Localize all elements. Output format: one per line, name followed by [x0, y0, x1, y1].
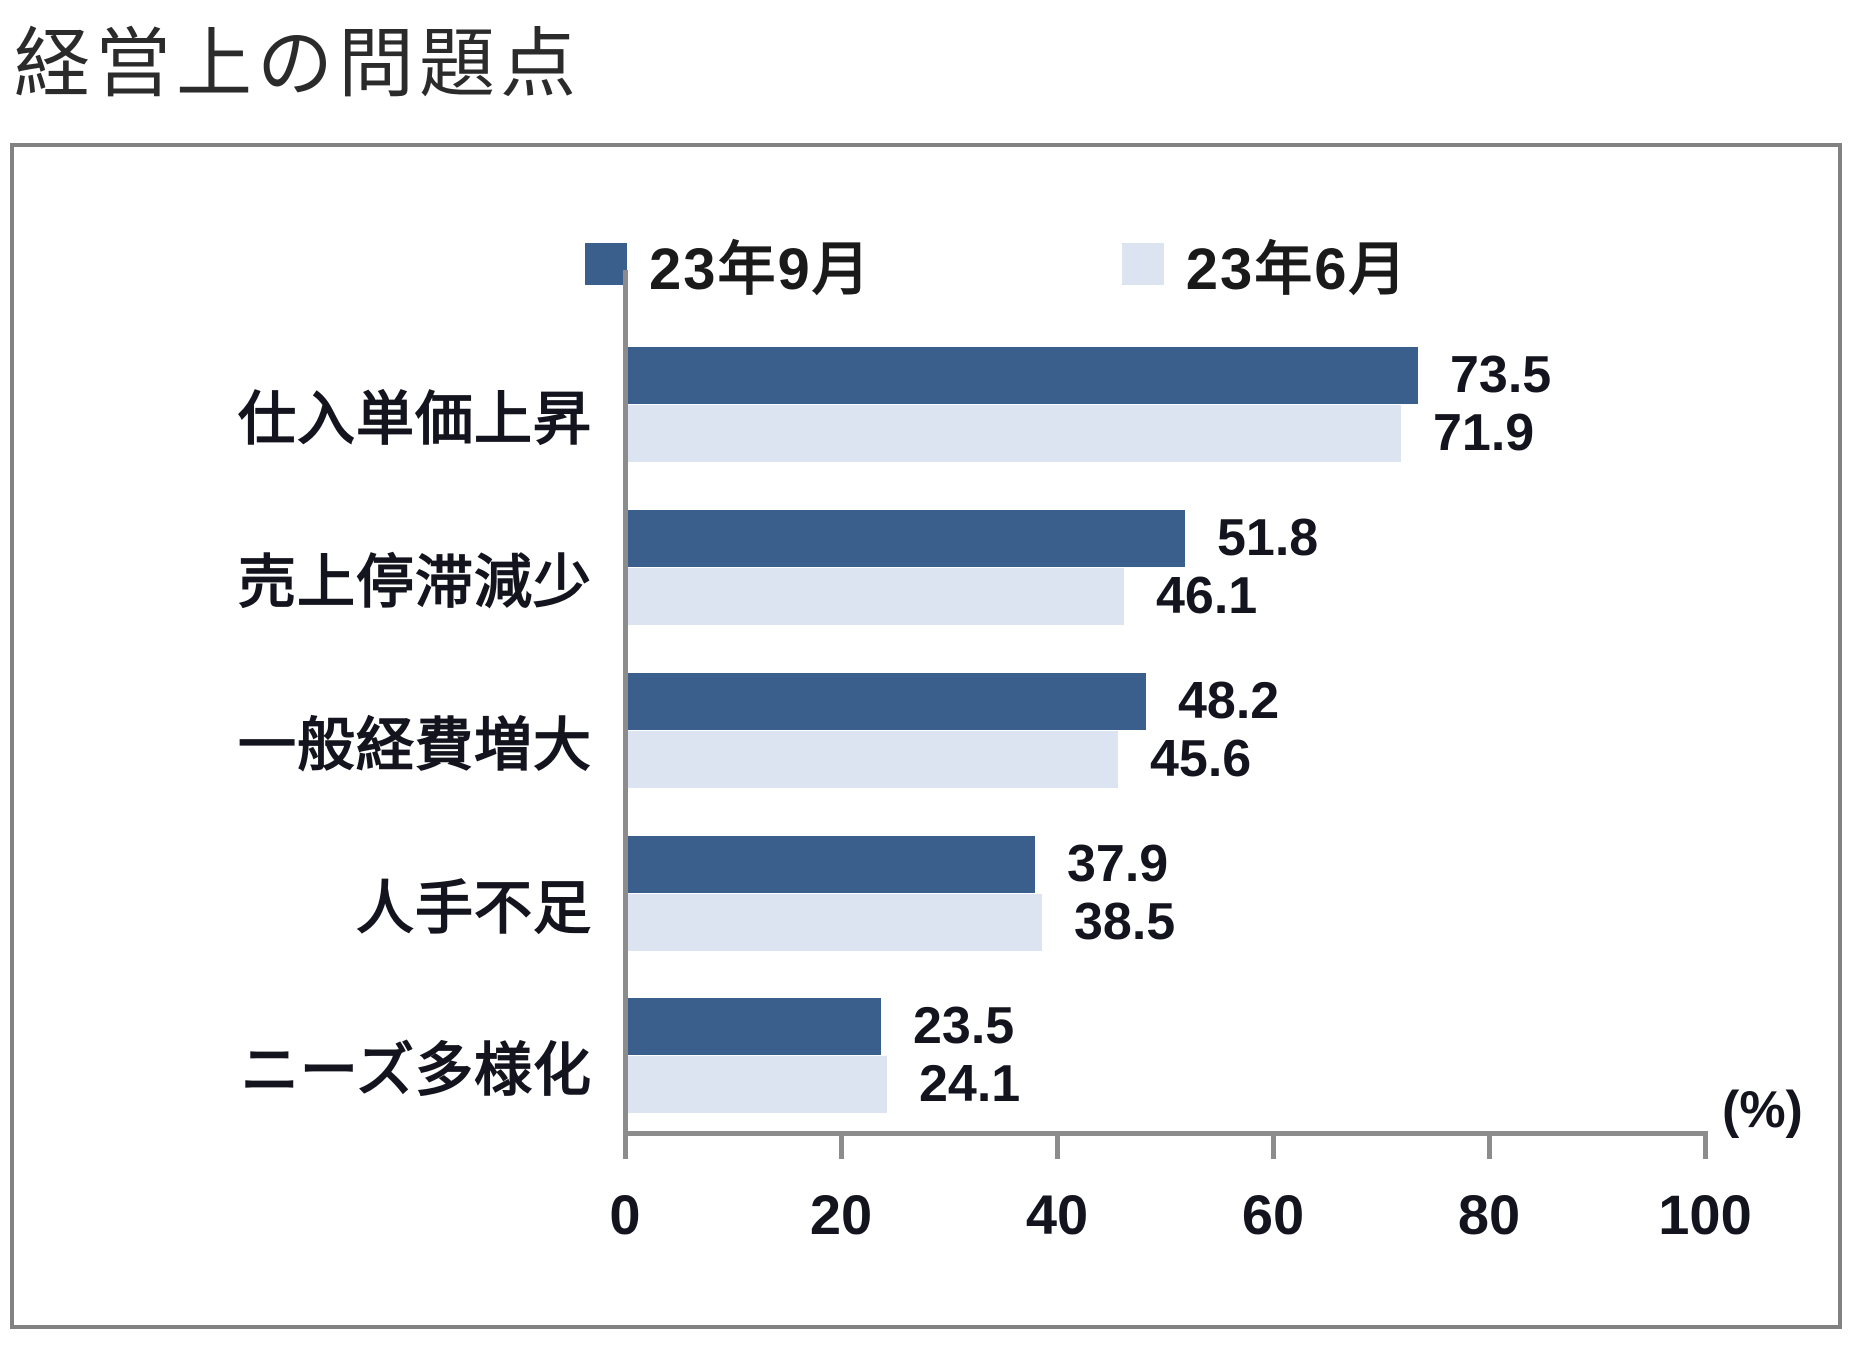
legend-item-0: 23年9月	[585, 222, 872, 306]
value-label: 48.2	[1178, 672, 1280, 730]
bar-sep-2	[628, 673, 1146, 730]
bar-jun-4	[628, 1056, 887, 1113]
x-axis-tick-label: 0	[609, 1183, 641, 1246]
x-axis-tick	[623, 1136, 628, 1159]
legend-label: 23年6月	[1185, 237, 1409, 302]
category-label: 一般経費増大	[237, 713, 592, 778]
x-axis-unit-label: (%)	[1722, 1081, 1803, 1139]
legend-swatch-icon	[585, 243, 627, 285]
legend: 23年9月 23年6月	[585, 222, 1409, 306]
x-axis-tick	[1271, 1136, 1276, 1159]
value-label: 23.5	[913, 997, 1015, 1055]
category-label: ニーズ多様化	[240, 1038, 592, 1103]
x-axis-tick-label: 100	[1658, 1183, 1752, 1246]
bar-jun-2	[628, 731, 1118, 788]
bar-sep-3	[628, 836, 1035, 893]
category-label: 人手不足	[355, 876, 592, 941]
x-axis-tick	[1487, 1136, 1492, 1159]
x-axis-tick	[839, 1136, 844, 1159]
bar-sep-0	[628, 347, 1418, 404]
chart-title: 経営上の問題点	[14, 22, 581, 107]
legend-swatch-icon	[1121, 243, 1164, 285]
bar-jun-1	[628, 568, 1124, 625]
bar-sep-4	[628, 998, 881, 1055]
value-label: 45.6	[1150, 730, 1252, 788]
bar-jun-3	[628, 894, 1042, 951]
legend-label: 23年9月	[649, 237, 872, 302]
bar-sep-1	[628, 510, 1185, 567]
category-label: 仕入単価上昇	[237, 387, 592, 452]
x-axis-line	[623, 1131, 1708, 1136]
category-label: 売上停滞減少	[237, 550, 592, 615]
value-label: 38.5	[1074, 893, 1176, 951]
x-axis-tick-label: 80	[1457, 1183, 1521, 1246]
value-label: 73.5	[1450, 346, 1552, 404]
value-label: 24.1	[919, 1055, 1021, 1113]
x-axis-tick	[1703, 1136, 1708, 1159]
x-axis-tick-label: 60	[1241, 1183, 1305, 1246]
legend-item-1: 23年6月	[1121, 222, 1409, 306]
value-label: 46.1	[1156, 567, 1258, 625]
x-axis-tick-label: 40	[1025, 1183, 1089, 1246]
bar-jun-0	[628, 405, 1401, 462]
x-axis-tick	[1055, 1136, 1060, 1159]
value-label: 71.9	[1433, 404, 1535, 462]
value-label: 51.8	[1217, 509, 1319, 567]
x-axis-tick-label: 20	[809, 1183, 873, 1246]
value-label: 37.9	[1067, 835, 1169, 893]
y-axis-line	[623, 270, 628, 1136]
